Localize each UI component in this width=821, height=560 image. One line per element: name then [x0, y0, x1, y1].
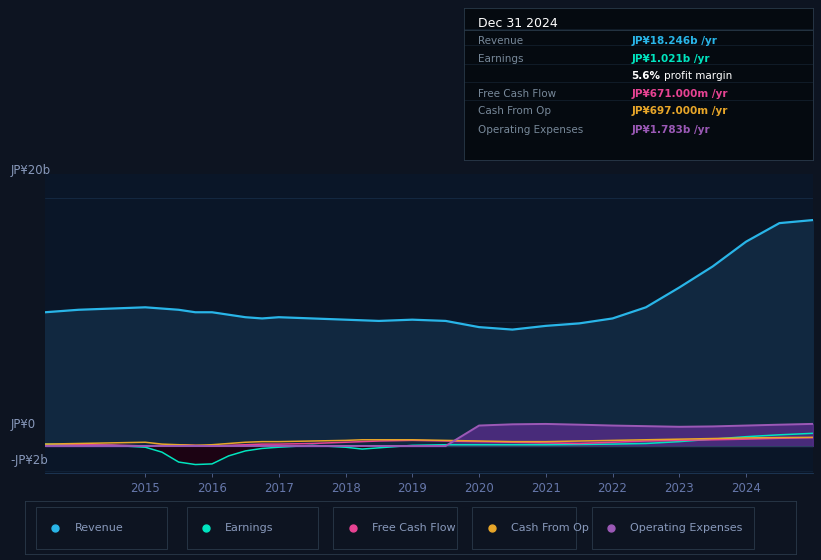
Text: Free Cash Flow: Free Cash Flow [478, 88, 556, 99]
Text: JP¥18.246b /yr: JP¥18.246b /yr [631, 36, 718, 45]
Text: JP¥0: JP¥0 [11, 418, 36, 431]
Text: Cash From Op: Cash From Op [478, 106, 551, 116]
Text: JP¥697.000m /yr: JP¥697.000m /yr [631, 106, 727, 116]
Text: Revenue: Revenue [478, 36, 523, 45]
Text: JP¥20b: JP¥20b [11, 164, 51, 178]
Text: Dec 31 2024: Dec 31 2024 [478, 17, 557, 30]
Text: Operating Expenses: Operating Expenses [631, 523, 743, 533]
Text: 5.6%: 5.6% [631, 71, 660, 81]
Text: JP¥1.021b /yr: JP¥1.021b /yr [631, 54, 710, 64]
Text: Operating Expenses: Operating Expenses [478, 125, 583, 135]
Text: Earnings: Earnings [478, 54, 523, 64]
Text: Free Cash Flow: Free Cash Flow [372, 523, 456, 533]
Text: profit margin: profit margin [664, 71, 733, 81]
Text: Earnings: Earnings [225, 523, 273, 533]
Text: Revenue: Revenue [75, 523, 123, 533]
Text: JP¥671.000m /yr: JP¥671.000m /yr [631, 88, 728, 99]
Text: JP¥1.783b /yr: JP¥1.783b /yr [631, 125, 710, 135]
Text: Cash From Op: Cash From Op [511, 523, 589, 533]
Text: -JP¥2b: -JP¥2b [11, 454, 48, 467]
